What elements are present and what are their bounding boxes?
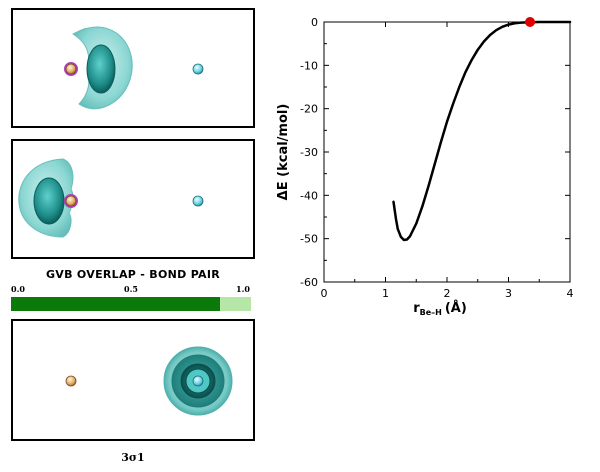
energy-curve-chart: 0 1 2 3 4 0 -10 -20 -30 -40 -50 -60 ΔE (kcal/mol) r… <box>276 16 574 317</box>
x-tick-label: 0 <box>321 287 328 300</box>
overlap-bar-fill <box>11 297 220 311</box>
y-tick-label: -40 <box>300 189 318 202</box>
x-axis-title-unit: (Å) <box>445 300 467 316</box>
y-tick-label: -50 <box>300 233 318 246</box>
x-axis-title: rBe–H (Å) <box>413 300 467 317</box>
current-point-marker <box>525 17 536 27</box>
orbital-panel-top <box>11 8 255 128</box>
y-tick-label: -30 <box>300 146 318 159</box>
x-tick-label: 2 <box>444 287 451 300</box>
y-tick-label: -10 <box>300 59 318 72</box>
x-tick-label: 1 <box>382 287 389 300</box>
plot-area: 0 1 2 3 4 0 -10 -20 -30 -40 -50 -60 <box>300 16 573 300</box>
x-tick-label: 3 <box>505 287 512 300</box>
x-axis-title-sub: Be–H <box>420 308 442 317</box>
overlap-tick-2: 1.0 <box>236 284 250 294</box>
y-tick-label: 0 <box>311 16 318 29</box>
overlap-bar-track <box>11 297 251 311</box>
orbital-isosurface-bottom <box>65 346 233 416</box>
orbital-isosurface-top <box>64 26 204 110</box>
orbital-panel-middle <box>11 139 255 259</box>
energy-curve <box>392 20 572 242</box>
y-tick-label: -60 <box>300 276 318 289</box>
plot-frame <box>323 21 571 283</box>
overlap-title: GVB OVERLAP - BOND PAIR <box>45 268 221 281</box>
orbital-caption: 3σ1 <box>121 451 145 464</box>
y-tick-label: -20 <box>300 103 318 116</box>
x-tick-label: 4 <box>567 287 574 300</box>
orbital-panel-bottom <box>11 319 255 441</box>
y-axis-title: ΔE (kcal/mol) <box>276 104 291 201</box>
x-axis-title-main: r <box>413 301 420 316</box>
overlap-tick-0: 0.0 <box>11 284 25 294</box>
orbital-isosurface-middle <box>18 158 204 238</box>
overlap-tick-1: 0.5 <box>124 284 138 294</box>
